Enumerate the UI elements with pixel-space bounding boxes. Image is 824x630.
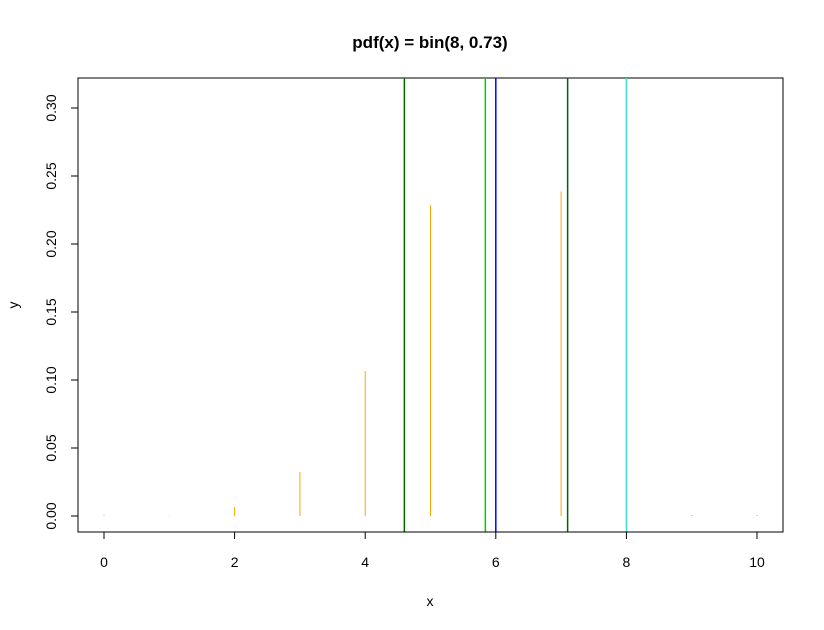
y-tick-label: 0.15 [43, 298, 59, 325]
x-tick-label: 6 [492, 554, 500, 570]
y-axis: 0.00 0.05 0.10 0.15 0.20 0.25 0.30 [43, 94, 79, 530]
x-axis-label: x [427, 593, 434, 609]
x-axis: 0 2 4 6 8 10 [100, 531, 765, 570]
y-tick-label: 0.25 [43, 162, 59, 189]
y-axis-label: y [5, 302, 21, 309]
y-tick-label: 0.20 [43, 230, 59, 257]
x-tick-label: 2 [231, 554, 239, 570]
chart-title: pdf(x) = bin(8, 0.73) [352, 33, 507, 52]
y-tick-label: 0.10 [43, 366, 59, 393]
y-tick-label: 0.05 [43, 434, 59, 461]
x-tick-label: 0 [100, 554, 108, 570]
y-tick-label: 0.00 [43, 502, 59, 529]
x-tick-label: 4 [361, 554, 369, 570]
x-tick-label: 10 [749, 554, 765, 570]
y-tick-label: 0.30 [43, 94, 59, 121]
bars-group [103, 96, 758, 516]
vertical-lines-group [403, 78, 628, 532]
x-tick-label: 8 [623, 554, 631, 570]
